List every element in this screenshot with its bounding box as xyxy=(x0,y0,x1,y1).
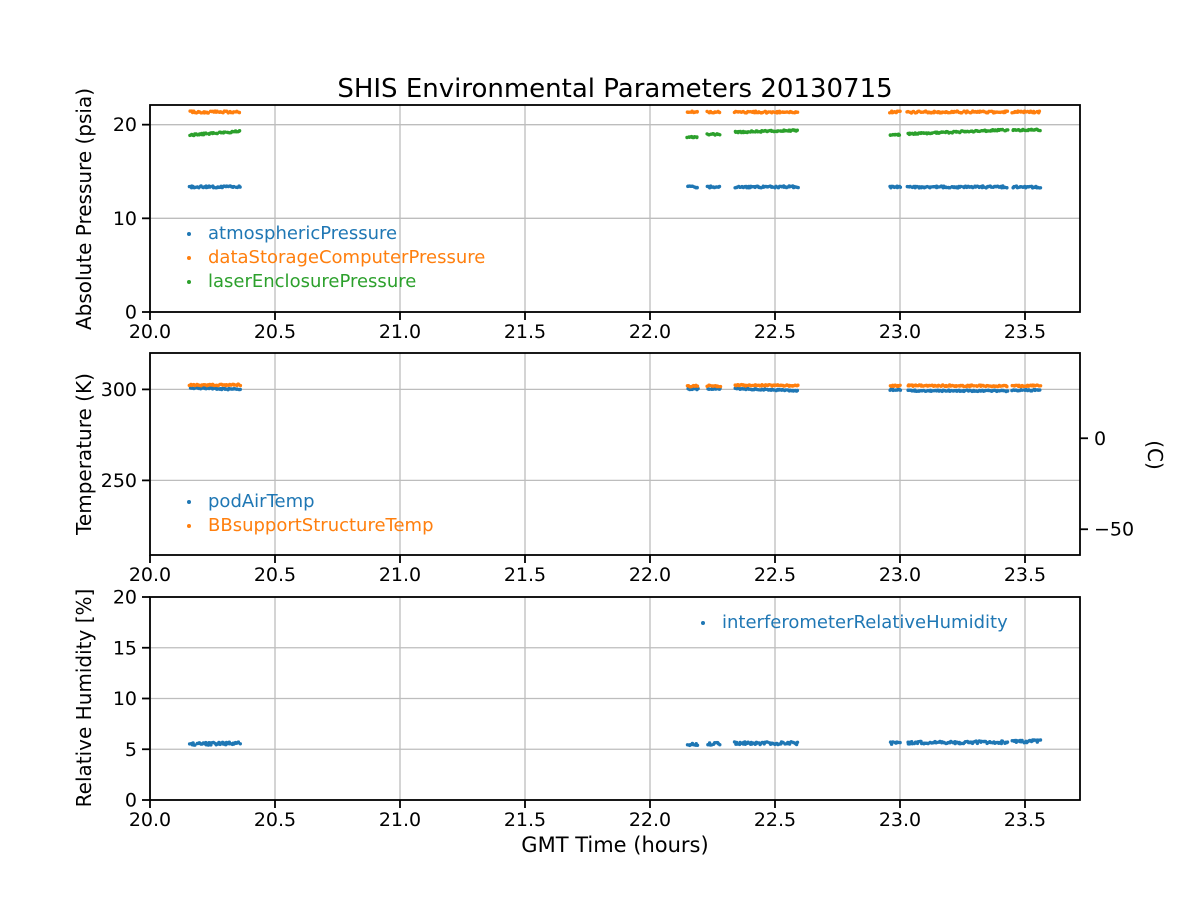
tick-labels: 20.0 20.5 21.0 21.5 22.0 22.5 23.0 23.5 250 300 0 −… xyxy=(101,379,1134,586)
legend-item-dataStorageComputerPressure: dataStorageComputerPressure xyxy=(187,246,485,270)
x-tick-label: 23.5 xyxy=(1004,564,1046,586)
x-tick-label: 21.5 xyxy=(504,809,546,831)
temperature-legend: podAirTemp BBsupportStructureTemp xyxy=(187,490,434,538)
x-tick-label: 21.5 xyxy=(504,321,546,343)
series-dataStorageComputerPressure xyxy=(188,109,1042,115)
pressure-ylabel: Absolute Pressure (psia) xyxy=(72,87,96,331)
x-tick-label: 23.5 xyxy=(1004,321,1046,343)
y-tick-label: 10 xyxy=(113,688,137,710)
x-tick-label: 22.0 xyxy=(629,564,671,586)
plot-frame xyxy=(149,104,1081,313)
x-tick-label: 20.5 xyxy=(254,564,296,586)
right-tick-label: −50 xyxy=(1094,519,1134,541)
x-tick-label: 21.5 xyxy=(504,564,546,586)
x-tick-label: 20.0 xyxy=(129,564,171,586)
x-axis-label: GMT Time (hours) xyxy=(521,833,709,857)
legend-marker-dot xyxy=(187,524,191,528)
temperature-ylabel: Temperature (K) xyxy=(72,373,96,535)
legend-marker-dot xyxy=(187,280,191,284)
ticks xyxy=(142,123,1026,320)
subplot-humidity: 20.0 20.5 21.0 21.5 22.0 22.5 23.0 23.5 0 5 10 15 20 xyxy=(113,587,1081,832)
tick-labels: 20.0 20.5 21.0 21.5 22.0 22.5 23.0 23.5 0 5 10 15 20 xyxy=(113,587,1046,832)
x-tick-label: 22.0 xyxy=(629,321,671,343)
y-tick-label: 0 xyxy=(125,790,137,812)
x-tick-label: 21.0 xyxy=(379,809,421,831)
y-tick-label: 0 xyxy=(125,302,137,324)
x-tick-label: 23.0 xyxy=(879,809,921,831)
series-atmosphericPressure xyxy=(187,184,1043,190)
ticks xyxy=(142,388,1088,563)
x-tick-label: 20.5 xyxy=(254,809,296,831)
ticks xyxy=(142,596,1026,808)
subplot-temperature: 20.0 20.5 21.0 21.5 22.0 22.5 23.0 23.5 250 300 0 −… xyxy=(101,352,1134,586)
legend-marker-dot xyxy=(701,621,705,625)
legend-item-atmosphericPressure: atmosphericPressure xyxy=(187,222,485,246)
legend-label: atmosphericPressure xyxy=(208,223,398,244)
legend-marker-dot xyxy=(187,232,191,236)
y-tick-label: 20 xyxy=(113,114,137,136)
x-tick-label: 20.0 xyxy=(129,321,171,343)
x-tick-label: 20.0 xyxy=(129,809,171,831)
legend-item-interferometerRelativeHumidity: interferometerRelativeHumidity xyxy=(701,611,1008,635)
series-interferometerRelativeHumidity xyxy=(187,738,1043,748)
right-tick-label: 0 xyxy=(1094,428,1106,450)
legend-item-BBsupportStructureTemp: BBsupportStructureTemp xyxy=(187,514,434,538)
y-tick-label: 15 xyxy=(113,637,137,659)
legend-label: BBsupportStructureTemp xyxy=(208,515,434,536)
legend-label: interferometerRelativeHumidity xyxy=(722,612,1008,633)
legend-item-podAirTemp: podAirTemp xyxy=(187,490,434,514)
x-tick-label: 23.5 xyxy=(1004,809,1046,831)
x-tick-label: 20.5 xyxy=(254,321,296,343)
y-tick-label: 20 xyxy=(113,587,137,609)
humidity-ylabel: Relative Humidity [%] xyxy=(72,588,96,808)
celsius-right-ylabel: (C) xyxy=(1143,440,1167,470)
series-laserEnclosurePressure xyxy=(188,127,1042,140)
legend-marker-dot xyxy=(187,256,191,260)
series-BBsupportStructureTemp xyxy=(187,382,1043,389)
y-tick-label: 300 xyxy=(101,379,137,401)
y-tick-label: 5 xyxy=(125,739,137,761)
plot-frame xyxy=(149,596,1081,801)
figure-title: SHIS Environmental Parameters 20130715 xyxy=(337,74,893,104)
legend-item-laserEnclosurePressure: laserEnclosurePressure xyxy=(187,270,485,294)
series-podAirTemp xyxy=(188,385,1042,394)
humidity-legend: interferometerRelativeHumidity xyxy=(701,611,1008,635)
subplot-pressure: 20.0 20.5 21.0 21.5 22.0 22.5 23.0 23.5 0 10 20 xyxy=(113,104,1081,343)
x-tick-label: 21.0 xyxy=(379,564,421,586)
x-tick-label: 21.0 xyxy=(379,321,421,343)
y-tick-label: 10 xyxy=(113,208,137,230)
plot-frame xyxy=(149,352,1081,556)
legend-marker-dot xyxy=(187,500,191,504)
x-tick-label: 22.5 xyxy=(754,809,796,831)
x-tick-label: 22.5 xyxy=(754,321,796,343)
x-tick-label: 22.5 xyxy=(754,564,796,586)
legend-label: podAirTemp xyxy=(208,491,315,512)
y-tick-label: 250 xyxy=(101,470,137,492)
x-tick-label: 23.0 xyxy=(879,321,921,343)
tick-labels: 20.0 20.5 21.0 21.5 22.0 22.5 23.0 23.5 0 10 20 xyxy=(113,114,1046,343)
legend-label: laserEnclosurePressure xyxy=(208,271,417,292)
legend-label: dataStorageComputerPressure xyxy=(208,247,486,268)
pressure-legend: atmosphericPressure dataStorageComputerP… xyxy=(187,222,485,294)
x-tick-label: 23.0 xyxy=(879,564,921,586)
x-tick-label: 22.0 xyxy=(629,809,671,831)
